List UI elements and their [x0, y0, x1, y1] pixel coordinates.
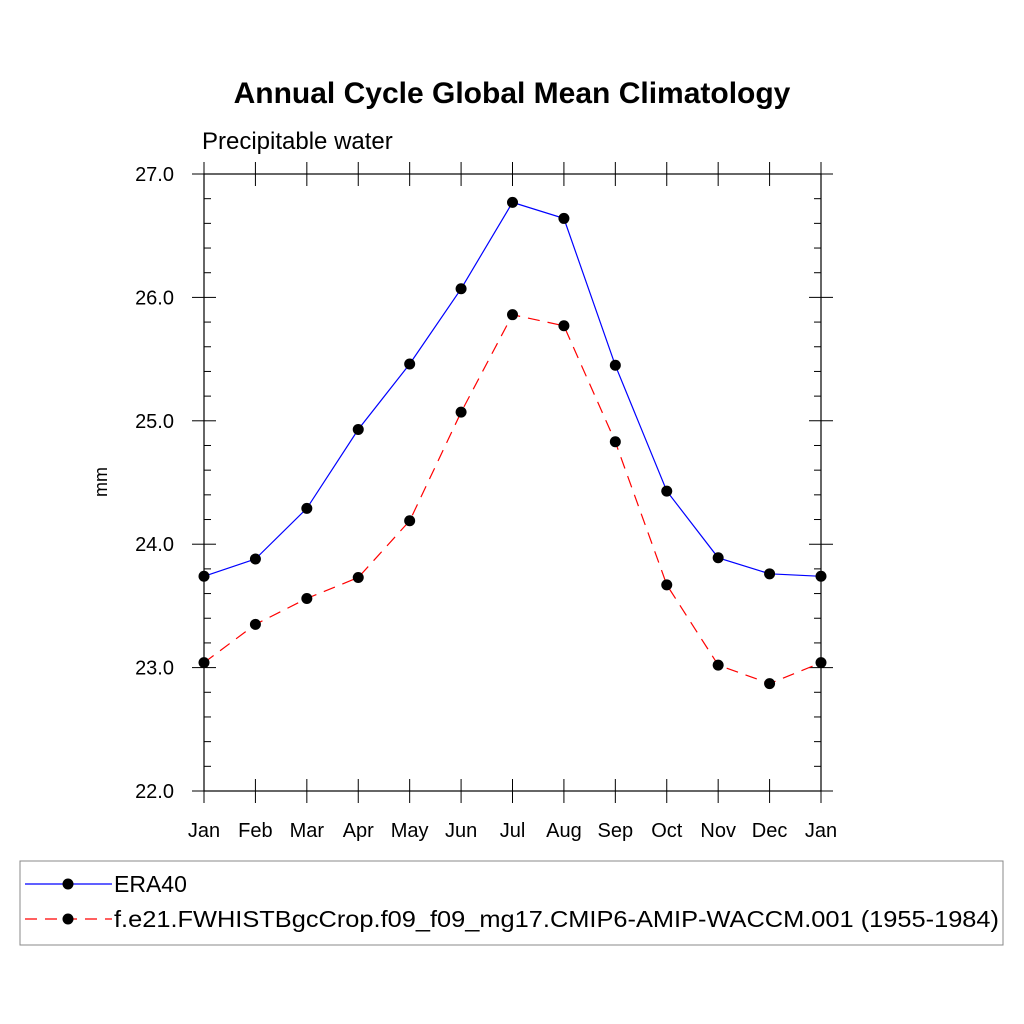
chart-subtitle: Precipitable water	[202, 128, 393, 155]
series-1-point	[558, 320, 570, 332]
series-1-point	[301, 592, 313, 604]
series-0-point	[249, 553, 261, 565]
y-tick-label: 24.0	[135, 534, 174, 556]
x-tick-label: May	[391, 820, 429, 842]
x-tick-label: Apr	[343, 820, 374, 842]
series-0-point	[661, 485, 673, 497]
x-tick-label: Oct	[651, 820, 683, 842]
series-1-point	[198, 657, 210, 669]
series-0-point	[301, 502, 313, 514]
y-tick-label: 25.0	[135, 411, 174, 433]
x-tick-label: Jan	[188, 820, 220, 842]
chart-title: Annual Cycle Global Mean Climatology	[234, 77, 791, 110]
series-1-point	[455, 406, 467, 418]
series-1-point	[352, 572, 364, 584]
ticks-layer: 22.0 23.0 24.0 25.0 26.0 27.0 Jan Feb Mar Apr May J…	[135, 162, 837, 842]
legend-marker-1	[62, 913, 74, 925]
series-1-point	[249, 618, 261, 630]
series-line-1	[203, 314, 822, 685]
plot-frame	[203, 173, 822, 792]
x-tick-label: Mar	[290, 820, 325, 842]
x-tick-label: Dec	[752, 820, 788, 842]
y-tick-label: 22.0	[135, 781, 174, 803]
series-0-point	[507, 196, 518, 208]
series-1-point	[507, 309, 518, 321]
x-tick-label: Sep	[598, 820, 634, 842]
series-0-point	[558, 212, 570, 224]
lines-layer	[203, 201, 822, 685]
x-tick-label: Jun	[445, 820, 477, 842]
series-line-0	[203, 201, 822, 577]
series-0-point	[815, 570, 827, 582]
series-1-point	[609, 436, 621, 448]
series-0-point	[352, 423, 364, 435]
x-tick-label: Nov	[700, 820, 736, 842]
legend-label-0: ERA40	[114, 871, 187, 897]
x-tick-label: Jul	[500, 820, 526, 842]
series-1-point	[712, 659, 724, 671]
series-1-point	[661, 579, 673, 591]
y-tick-label: 23.0	[135, 658, 174, 680]
series-0-point	[198, 570, 210, 582]
y-axis-label: mm	[91, 467, 111, 497]
series-1-point	[764, 678, 776, 690]
series-1-point	[815, 657, 827, 669]
legend-marker-0	[62, 878, 74, 890]
series-1-point	[404, 515, 416, 527]
legend-box	[19, 860, 1004, 946]
series-0-point	[764, 568, 776, 580]
x-tick-label: Aug	[546, 820, 582, 842]
x-tick-label: Jan	[805, 820, 837, 842]
points-layer	[198, 196, 827, 690]
series-0-point	[712, 552, 724, 564]
series-0-point	[404, 358, 416, 370]
legend-label-1: f.e21.FWHISTBgcCrop.f09_f09_mg17.CMIP6-A…	[114, 906, 999, 932]
series-0-point	[455, 283, 467, 295]
legend: ERA40 f.e21.FWHISTBgcCrop.f09_f09_mg17.CM…	[25, 871, 999, 932]
y-tick-label: 26.0	[135, 287, 174, 309]
series-0-point	[609, 359, 621, 371]
y-tick-label: 27.0	[135, 164, 174, 186]
x-tick-label: Feb	[238, 820, 272, 842]
